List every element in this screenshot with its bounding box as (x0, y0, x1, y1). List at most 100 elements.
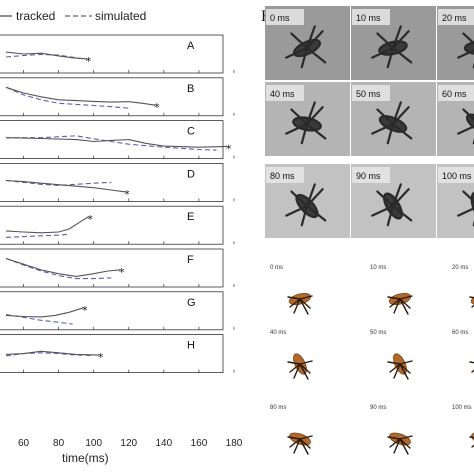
x-tick-label: 100 (85, 438, 102, 449)
render-frame: 40 ms (270, 330, 313, 380)
simulated-line (6, 135, 217, 151)
trajectory-chart: tracked simulated A*B*C*D*E*F*G*H* 60 80 1… (0, 9, 243, 465)
render-time-label: 40 ms (270, 330, 286, 336)
insect-silhouette (457, 190, 474, 227)
frame-time-label: 100 ms (442, 171, 472, 181)
video-frame: 90 ms (351, 164, 436, 238)
tracked-line (5, 350, 100, 356)
insect-model (469, 292, 474, 308)
insect-model (387, 432, 413, 455)
render-time-label: 10 ms (370, 265, 386, 271)
render-frame: 90 ms (370, 405, 413, 455)
video-frame: 20 ms (437, 6, 474, 80)
frame-label-bg (438, 9, 474, 25)
render-time-label: 60 ms (452, 330, 468, 336)
chart-legend: tracked simulated (0, 9, 146, 23)
video-frame: 0 ms (265, 6, 350, 80)
panel-f: F* (0, 248, 235, 288)
endpoint-marker: * (86, 55, 92, 68)
frame-time-label: 0 ms (270, 13, 290, 23)
render-frame: 10 ms (370, 265, 413, 315)
panel-h: H* (0, 334, 235, 374)
render-frame: 20 ms (452, 265, 474, 308)
panel-frame (0, 205, 224, 245)
frame-time-label: 20 ms (442, 13, 467, 23)
render-time-label: 80 ms (270, 405, 286, 411)
panel-letter: F (187, 254, 194, 266)
render-frame: 60 ms (452, 330, 474, 373)
panel-b: B* (0, 77, 235, 117)
insect-silhouette (285, 101, 327, 145)
panel-a: A* (0, 34, 235, 74)
frame-time-label: 40 ms (270, 89, 295, 99)
endpoint-marker: * (154, 101, 160, 114)
render-time-label: 100 ms (452, 405, 472, 411)
tracked-line (5, 216, 89, 234)
simulated-line (5, 352, 94, 357)
frame-label-bg (266, 9, 304, 25)
video-frame: 50 ms (351, 82, 436, 156)
tracked-line (5, 86, 156, 106)
endpoint-marker: * (226, 142, 232, 155)
render-time-label: 90 ms (370, 405, 386, 411)
endpoint-marker: * (87, 213, 93, 226)
simulated-line (5, 179, 112, 186)
video-frame: 10 ms (351, 6, 436, 80)
insect-model (387, 353, 413, 380)
panel-frame (0, 291, 224, 331)
frame-label-bg (438, 85, 474, 101)
tracked-line (5, 257, 121, 277)
panel-frame (0, 77, 224, 117)
frame-time-label: 80 ms (270, 171, 295, 181)
panel-frame (0, 120, 224, 159)
tracked-line (5, 307, 84, 318)
insect-silhouette (371, 183, 413, 227)
insect-model (287, 353, 313, 380)
panel-frame (0, 34, 224, 74)
insect-silhouette (285, 25, 327, 69)
x-tick-label: 140 (156, 438, 173, 449)
endpoint-marker: * (124, 188, 130, 201)
x-tick-label: 180 (226, 438, 243, 449)
frame-label-bg (266, 85, 304, 101)
legend-tracked-label: tracked (16, 9, 55, 23)
panel-frame (0, 248, 224, 288)
panel-letter: E (187, 211, 194, 223)
simulated-line (5, 86, 129, 109)
insect-silhouette (371, 101, 413, 145)
insect-model (469, 432, 474, 448)
video-frame: 60 ms (437, 82, 474, 156)
frame-time-label: 60 ms (442, 89, 467, 99)
video-frame: 100 ms (437, 164, 474, 238)
insect-model (469, 361, 474, 373)
frame-time-label: 10 ms (356, 13, 381, 23)
panel-letter: H (187, 340, 195, 352)
insect-model (287, 432, 313, 455)
tracked-line (5, 51, 87, 60)
panel-frame (0, 162, 224, 202)
insect-model (287, 292, 313, 315)
render-frame: 100 ms (452, 405, 474, 448)
frame-label-bg (352, 167, 390, 183)
panel-letter: B (187, 83, 194, 95)
frame-label-bg (266, 167, 304, 183)
frame-time-label: 90 ms (356, 171, 381, 181)
panel-g: G* (0, 291, 235, 331)
panel-c: C* (0, 120, 235, 159)
render-frames: 0 ms 10 ms 20 ms 40 ms 50 ms 60 ms 80 ms 90 ms 1… (270, 265, 474, 455)
render-frame: 0 ms (270, 265, 313, 315)
insect-silhouette (457, 108, 474, 145)
insect-silhouette (457, 32, 474, 69)
x-axis-title: time(ms) (62, 451, 109, 465)
panel-frame (0, 334, 224, 374)
endpoint-marker: * (98, 351, 104, 364)
render-time-label: 0 ms (270, 265, 283, 271)
legend-simulated-label: simulated (95, 9, 146, 23)
endpoint-marker: * (119, 266, 125, 279)
render-time-label: 50 ms (370, 330, 386, 336)
panel-letter: C (187, 126, 195, 138)
endpoint-marker: * (82, 304, 88, 317)
render-frame: 50 ms (370, 330, 413, 380)
insect-silhouette (285, 183, 327, 227)
